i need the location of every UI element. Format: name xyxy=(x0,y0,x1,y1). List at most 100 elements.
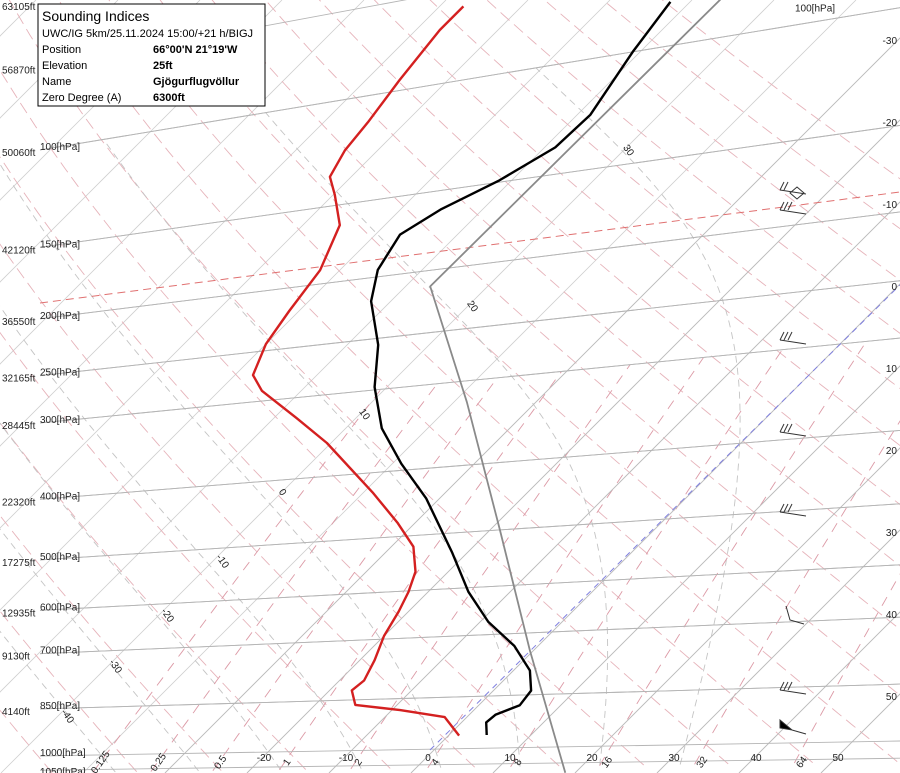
barb-staff xyxy=(779,339,807,345)
mixing-ratio-line xyxy=(510,349,783,768)
mixing-ratio-line xyxy=(427,357,704,769)
isotherm-label-right: 50 xyxy=(886,692,898,703)
isotherm-label-right: -20 xyxy=(883,118,898,129)
isotherm-label-right: 0 xyxy=(891,282,897,293)
mixing-ratio-line xyxy=(694,420,900,765)
isotherm-label-bottom: 0 xyxy=(425,753,431,764)
mixing-ratio-label: 8 xyxy=(512,757,524,768)
isotherm-label-bottom: 40 xyxy=(750,753,762,764)
info-key: Position xyxy=(42,44,81,56)
dry-adiabat xyxy=(58,0,813,764)
barb-staff xyxy=(779,209,807,215)
dry-adiabat xyxy=(318,0,900,506)
barb-feather xyxy=(783,503,789,513)
dry-adiabat xyxy=(159,0,900,696)
isotherm-label-right: -30 xyxy=(883,36,898,47)
moist-adiabat xyxy=(0,630,116,773)
freezing-line xyxy=(429,284,900,751)
isobar xyxy=(39,503,900,561)
barb-feather xyxy=(787,423,793,433)
mixing-ratio-label: 32 xyxy=(695,754,711,770)
height-label: 17275ft xyxy=(2,558,36,569)
barb-feather xyxy=(783,331,789,341)
height-label: 22320ft xyxy=(2,497,36,508)
isobar xyxy=(39,740,900,757)
mixing-ratio-label: 2 xyxy=(353,757,365,768)
height-label: 56870ft xyxy=(2,66,36,77)
wind-barb xyxy=(779,423,807,437)
dry-adiabat xyxy=(0,69,644,766)
wind-barb xyxy=(779,331,807,345)
moist-adiabat xyxy=(103,139,521,767)
isobar-label: 700[hPa] xyxy=(40,646,80,657)
moist-adiabat-label: -30 xyxy=(106,657,124,676)
wind-barb xyxy=(779,681,807,695)
height-label: 9130ft xyxy=(2,652,30,663)
isotherm-label-right: 20 xyxy=(886,446,898,457)
moist-adiabat xyxy=(535,67,741,765)
info-box: Sounding Indices UWC/IG 5km/25.11.2024 1… xyxy=(37,3,266,107)
isotherm-grid xyxy=(738,611,900,773)
isotherm-grid xyxy=(0,0,611,611)
barb-feather xyxy=(779,423,785,433)
mixing-ratio-label: 0.5 xyxy=(212,753,229,771)
isotherm-label-bottom: 10 xyxy=(504,753,516,764)
mixing-ratio-label: 4 xyxy=(430,757,442,768)
height-label: 4140ft xyxy=(2,707,30,718)
profile-line xyxy=(369,1,672,736)
isotherm xyxy=(820,693,900,773)
isobar xyxy=(39,211,900,320)
profiles xyxy=(251,0,722,773)
barb-feather xyxy=(779,331,785,341)
barb-feather xyxy=(783,681,789,691)
isobar xyxy=(39,564,900,611)
isotherm-grid xyxy=(820,693,900,773)
isotherm-grid xyxy=(246,119,900,773)
moist-adiabat xyxy=(0,163,442,768)
barb-feather xyxy=(779,681,785,691)
dry-adiabat xyxy=(0,331,391,769)
isotherm xyxy=(738,611,900,773)
moist-adiabat-label: 20 xyxy=(464,299,480,315)
isotherm-label-bottom: 20 xyxy=(586,753,598,764)
barb-feather xyxy=(787,681,793,691)
isotherm-label-bottom: 50 xyxy=(832,753,844,764)
barb-feather xyxy=(787,503,793,513)
isobar-label: 300[hPa] xyxy=(40,415,80,426)
isobar-label: 850[hPa] xyxy=(40,701,80,712)
moist-adiabat xyxy=(0,422,281,771)
barb-feather xyxy=(787,201,793,211)
isotherm-label-right: -10 xyxy=(883,200,898,211)
barb-feather xyxy=(783,423,789,433)
isobar-label: 1000[hPa] xyxy=(40,748,86,759)
dry-adiabat xyxy=(486,0,900,334)
moist-adiabat-label: 10 xyxy=(356,407,372,423)
mixing-ratio-line xyxy=(794,573,900,764)
height-label: 36550ft xyxy=(2,317,36,328)
height-label: 42120ft xyxy=(2,245,36,256)
isotherm-label-right: 40 xyxy=(886,610,898,621)
wind-barbs xyxy=(779,181,807,735)
info-value: 66°00'N 21°19'W xyxy=(153,44,238,56)
isotherm-grid xyxy=(0,0,447,447)
isotherm-label-bottom: 30 xyxy=(668,753,680,764)
isotherm-grid xyxy=(0,0,283,283)
isotherm xyxy=(492,365,900,773)
dry-adiabat xyxy=(661,0,900,180)
isobar xyxy=(39,616,900,655)
isobar xyxy=(39,125,900,248)
isobar xyxy=(39,683,900,710)
mixing-ratio-label: 64 xyxy=(794,754,810,770)
mixing-ratio-line xyxy=(350,364,631,770)
barb-feather xyxy=(783,181,789,191)
isobar xyxy=(39,7,900,151)
isotherm xyxy=(246,119,900,773)
isobar xyxy=(39,280,900,377)
moist-adiabat-label: 30 xyxy=(620,143,636,159)
moist-adiabat-label: -20 xyxy=(158,606,176,625)
height-label: 28445ft xyxy=(2,421,36,432)
